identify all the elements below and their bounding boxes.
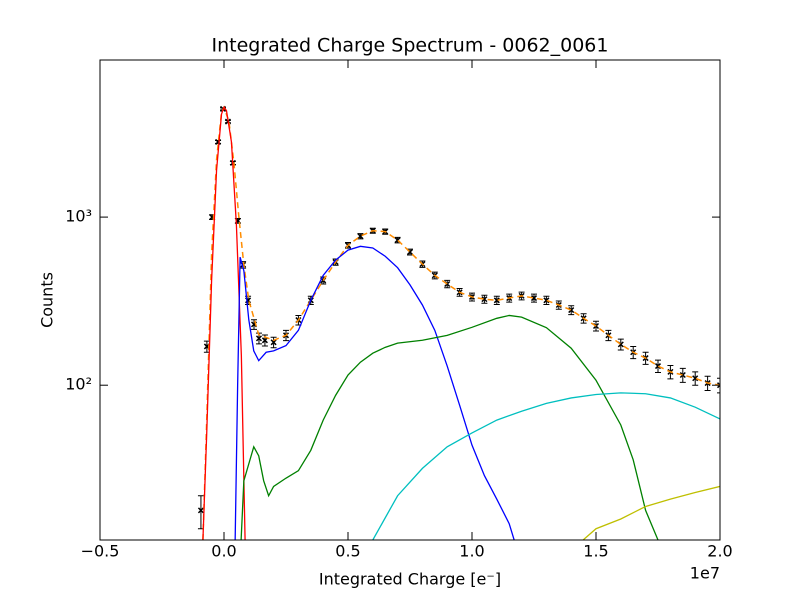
x-tick-label: −0.5 (81, 542, 120, 561)
x-tick-label: 1.0 (459, 542, 484, 561)
data-point (679, 371, 686, 379)
series-line (202, 105, 246, 540)
data-point (568, 307, 575, 314)
chart-title: Integrated Charge Spectrum - 0062_0061 (212, 35, 609, 57)
data-point (270, 339, 277, 346)
series-line (240, 314, 659, 540)
data-point (493, 297, 500, 304)
data-point (255, 335, 262, 342)
y-tick-label: 10³ (65, 207, 92, 226)
series-line (234, 245, 515, 540)
data-point (197, 507, 204, 514)
x-axis-label: Integrated Charge [e⁻] (319, 570, 501, 589)
data-point (261, 337, 268, 344)
x-tick-label: 2.0 (707, 542, 732, 561)
x-tick-label: 0.5 (335, 542, 360, 561)
plot-area (197, 105, 720, 540)
x-tick-label: 1.5 (583, 542, 608, 561)
y-axis-label: Counts (38, 272, 57, 328)
x-offset-label: 1e7 (690, 564, 720, 583)
data-point (654, 363, 662, 370)
series-line (372, 392, 720, 540)
x-tick-label: 0.0 (211, 542, 236, 561)
data-point (357, 233, 364, 240)
y-tick-label: 10² (65, 375, 92, 394)
error-bar (717, 377, 720, 394)
series-line (582, 485, 720, 540)
series-line (202, 105, 720, 540)
data-point (481, 296, 488, 303)
data-point (543, 297, 550, 304)
data-point (716, 382, 720, 389)
data-point (530, 295, 538, 302)
data-point (692, 375, 699, 382)
axes-frame (99, 59, 721, 541)
